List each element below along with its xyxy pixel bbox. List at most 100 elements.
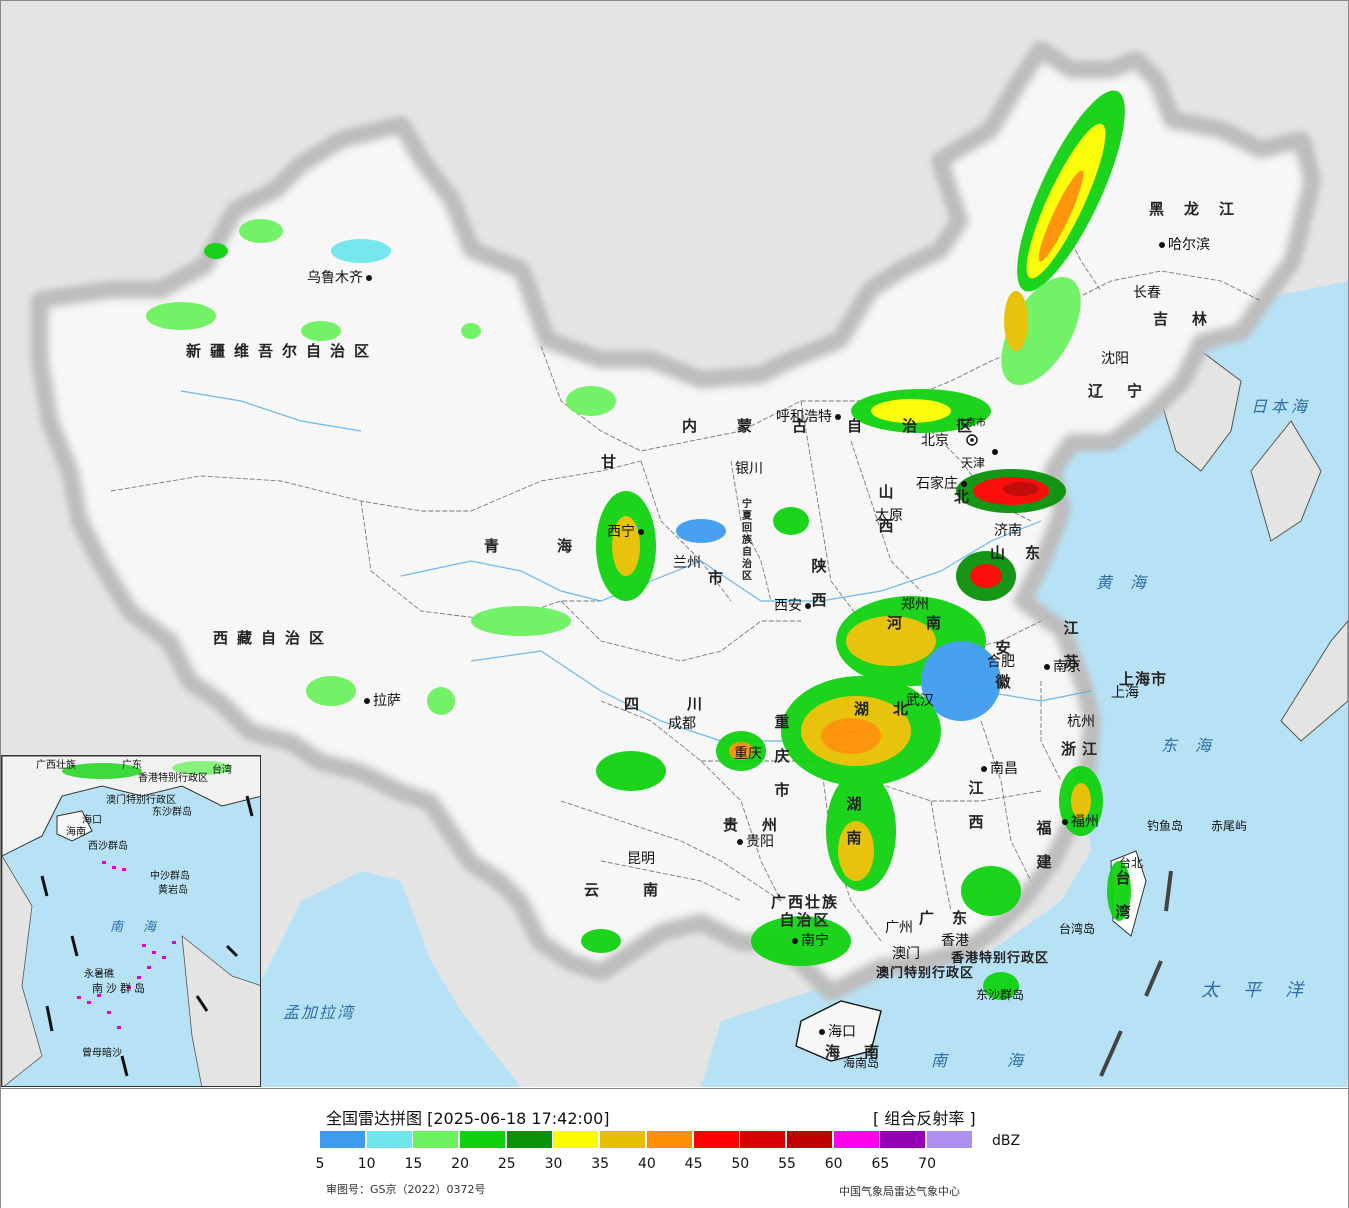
legend-tick-label: 45	[684, 1156, 703, 1172]
city-chengdu: 成都	[668, 716, 696, 732]
legend-swatch	[693, 1131, 739, 1148]
agency-credit: 中国气象局雷达气象中心	[839, 1185, 960, 1198]
label-shandong: 山东	[990, 544, 1061, 562]
label-hubei: 湖北	[854, 700, 933, 718]
city-jinan: 济南	[994, 523, 1022, 539]
inset-label-zhongsha: 中沙群岛	[150, 871, 190, 882]
legend-tick-label: 5	[315, 1156, 325, 1172]
city-dot	[737, 839, 743, 845]
label-hunan: 湖南	[846, 795, 862, 847]
city-dot	[835, 414, 841, 420]
label-shanghai: 上海市	[1119, 670, 1168, 688]
label-tianjin-municipality: 天津	[961, 456, 986, 470]
legend-swatch	[320, 1131, 365, 1148]
city-guiyang: 贵阳	[734, 834, 774, 850]
inset-canvas	[2, 756, 260, 1086]
inset-label-macao: 澳门特别行政区	[106, 795, 176, 806]
label-heilongjiang: 黑龙江	[1149, 200, 1255, 218]
label-ningxia: 宁夏回族自治区	[742, 499, 752, 582]
city-lanzhou: 兰州	[673, 555, 701, 571]
label-yunnan: 云南	[584, 881, 703, 899]
label-shanxi: 山西	[878, 483, 894, 535]
city-macao: 澳门	[892, 946, 920, 962]
inset-label-huangyan: 黄岩岛	[158, 885, 188, 896]
city-dot	[792, 938, 798, 944]
legend-swatch	[506, 1131, 552, 1148]
mosaic-title: 全国雷达拼图 [2025-06-18 17:42:00]	[326, 1109, 610, 1128]
city-dot	[981, 766, 987, 772]
radar-echo-layer	[146, 90, 1131, 1000]
label-hongkong-sar: 香港特别行政区	[951, 951, 1050, 966]
legend-swatch	[553, 1131, 599, 1148]
radar-map[interactable]: 新疆维吾尔自治区 西藏自治区 青海 甘 市 四川 云南 贵州 重庆市 陕西 山西…	[1, 1, 1348, 1087]
island-hainan: 海南岛	[843, 1056, 880, 1070]
legend-tick-label: 20	[451, 1156, 469, 1172]
city-dot	[364, 698, 370, 704]
label-gansu: 甘	[601, 453, 626, 471]
label-henan: 河南	[887, 614, 966, 632]
inset-label-south-sea: 南海	[110, 920, 177, 935]
legend-tick-label: 15	[404, 1156, 423, 1172]
city-wuhan: 武汉	[906, 693, 934, 709]
legend-swatch	[880, 1131, 926, 1148]
inset-label-dongsha: 东沙群岛	[152, 807, 192, 818]
legend-tick-label: 25	[497, 1156, 516, 1172]
city-dot	[992, 449, 998, 455]
legend-tick-label: 30	[544, 1156, 563, 1172]
sea-japan: 日本海	[1251, 397, 1312, 416]
inset-label-xisha: 西沙群岛	[88, 841, 128, 852]
city-dot	[366, 275, 372, 281]
city-taipei: 台北	[1119, 856, 1144, 870]
inset-label-taiwan: 台湾	[212, 765, 232, 776]
label-jilin: 吉林	[1153, 310, 1232, 328]
legend-swatch	[786, 1131, 832, 1148]
city-dot	[805, 603, 811, 609]
city-chongqing: 重庆	[734, 746, 762, 762]
reflectivity-color-scale	[320, 1131, 974, 1148]
legend-swatch	[413, 1131, 459, 1148]
city-taiyuan: 太原	[875, 508, 903, 524]
label-guangxi: 广西壮族自治区	[770, 893, 839, 929]
city-fuzhou: 福州	[1059, 814, 1099, 830]
city-beijing: 北京	[921, 433, 949, 449]
city-hongkong: 香港	[941, 933, 969, 949]
island-taiwan: 台湾岛	[1059, 922, 1096, 936]
city-changchun: 长春	[1133, 285, 1161, 301]
city-yinchuan: 银川	[735, 461, 763, 477]
label-macao-sar: 澳门特别行政区	[876, 966, 975, 981]
label-taiwan: 台湾	[1115, 869, 1131, 921]
city-tianjin	[989, 444, 1001, 460]
inset-label-guangxi: 广西壮族	[36, 760, 76, 771]
city-dot	[638, 529, 644, 535]
legend-swatch	[926, 1131, 972, 1148]
legend-tick-label: 10	[357, 1156, 376, 1172]
city-hefei: 合肥	[987, 654, 1015, 670]
legend-tick-label: 35	[591, 1156, 610, 1172]
label-qinghai: 青海	[484, 537, 631, 555]
city-nanning: 南宁	[789, 933, 829, 949]
island-dongsha: 东沙群岛	[976, 988, 1025, 1002]
legend-tick-label: 60	[824, 1156, 843, 1172]
legend-tick-label: 55	[778, 1156, 796, 1172]
sea-bengal: 孟加拉湾	[283, 1003, 356, 1022]
label-gan-city: 市	[708, 569, 733, 587]
city-nanjing: 南京	[1041, 659, 1081, 675]
product-name: [ 组合反射率 ]	[873, 1109, 976, 1128]
sea-yellow: 黄海	[1096, 573, 1165, 592]
legend-swatch	[740, 1131, 786, 1148]
city-nanchang: 南昌	[978, 761, 1018, 777]
city-kunming: 昆明	[627, 851, 655, 867]
inset-label-guangdong: 广东	[122, 760, 142, 771]
legend-swatch	[366, 1131, 412, 1148]
label-hainan: 海南	[825, 1043, 904, 1061]
legend-swatch	[460, 1131, 506, 1148]
label-liaoning: 辽宁	[1088, 382, 1167, 400]
city-shijiazhuang: 石家庄	[916, 476, 970, 492]
label-jiangxi: 江西	[968, 779, 984, 831]
inset-label-nansha: 南沙群岛	[92, 982, 148, 995]
legend-unit: dBZ	[992, 1133, 1021, 1149]
city-lhasa: 拉萨	[361, 693, 401, 709]
city-hangzhou: 杭州	[1067, 714, 1095, 730]
legend-tick-label: 40	[637, 1156, 656, 1172]
sea-pacific: 太平洋	[1201, 980, 1327, 1001]
